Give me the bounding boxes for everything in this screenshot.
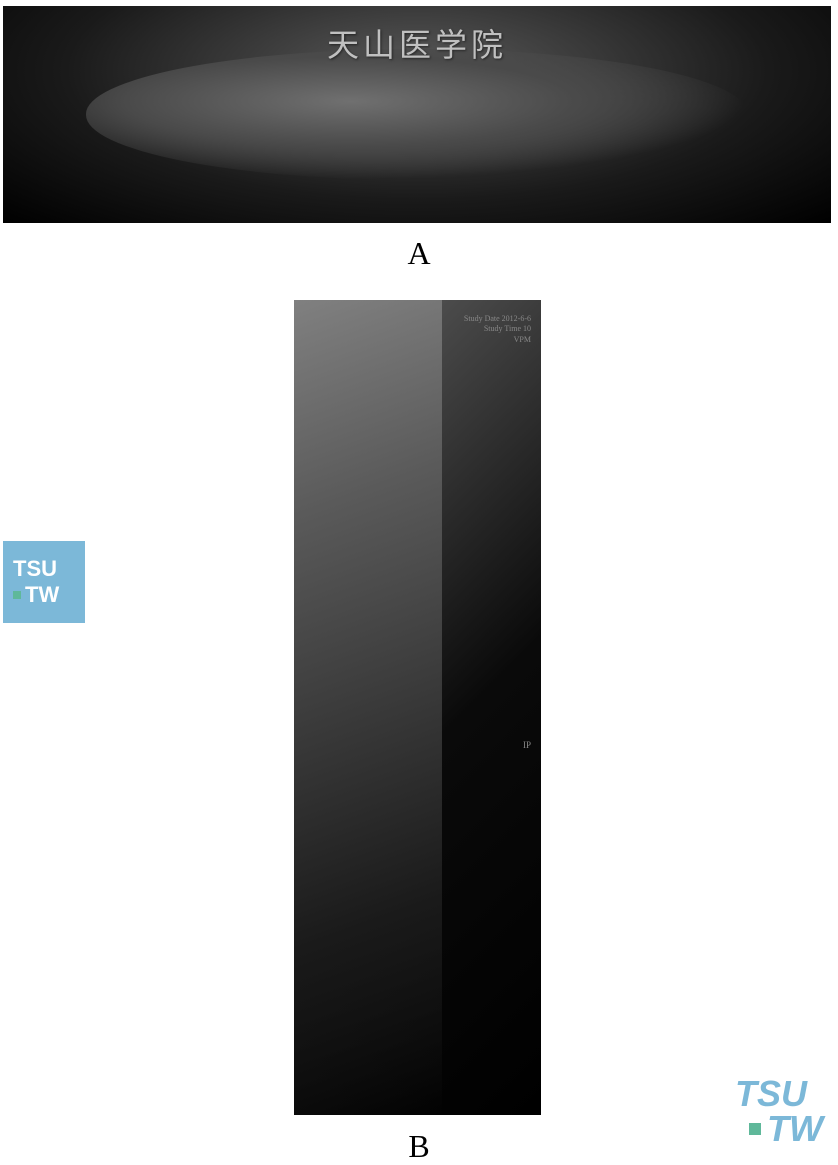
corner-logo-tsu: TSU (735, 1078, 807, 1110)
medical-image-a: 天山医学院 (3, 6, 831, 223)
image-b-overlay-text: Study Date 2012-6-6 Study Time 10 VPM (464, 314, 531, 345)
sidebar-logo-tsu: TSU (13, 558, 85, 580)
figure-label-b: B (408, 1128, 429, 1165)
sidebar-logo-dot-icon (13, 591, 21, 599)
figure-label-a: A (407, 235, 430, 272)
watermark-text: 天山医学院 (327, 20, 507, 66)
corner-logo-tw: TW (767, 1113, 823, 1145)
sidebar-logo: TSU TW (3, 541, 85, 623)
corner-logo-bottom-row: TW (749, 1113, 823, 1145)
medical-image-b: Study Date 2012-6-6 Study Time 10 VPM IP (294, 300, 541, 1115)
overlay-line-1: Study Date 2012-6-6 (464, 314, 531, 323)
sidebar-logo-bottom-row: TW (13, 584, 85, 606)
overlay-line-2: Study Time 10 (484, 324, 531, 333)
corner-logo: TSU TW (735, 1078, 823, 1145)
sidebar-logo-tw: TW (25, 584, 59, 606)
overlay-line-3: VPM (514, 335, 531, 344)
corner-logo-dot-icon (749, 1123, 761, 1135)
image-b-marker: IP (523, 740, 531, 750)
